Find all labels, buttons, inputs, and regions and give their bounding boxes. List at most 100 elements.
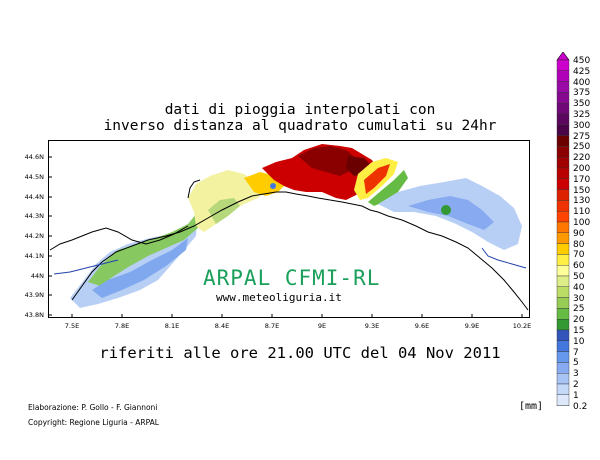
scale-swatch xyxy=(556,340,570,352)
scale-swatch xyxy=(556,124,570,136)
unit-label: [mm] xyxy=(519,401,544,412)
scale-label: 5 xyxy=(573,358,579,369)
lat-tick-44-4: 44.4N xyxy=(24,193,44,201)
scale-label: 20 xyxy=(573,315,585,326)
regional-border-blue xyxy=(53,247,527,275)
lon-tick-8-1: 8.1E xyxy=(164,322,180,330)
color-scale-bar xyxy=(556,52,570,406)
scale-label: 10 xyxy=(573,336,585,347)
scale-label: 7 xyxy=(573,347,579,358)
scale-label: 80 xyxy=(573,239,585,250)
scale-swatch xyxy=(556,275,570,288)
scale-label: 2 xyxy=(573,380,579,390)
scale-swatch xyxy=(556,232,570,244)
rain-area-west-green xyxy=(88,214,198,286)
rain-spot-center-blue xyxy=(270,183,276,189)
scale-label: 0.2 xyxy=(573,401,588,412)
rain-area-east-green xyxy=(368,170,408,206)
lon-tick-9-9: 9.9E xyxy=(464,322,480,330)
rain-area-genoa-darkred xyxy=(298,146,356,176)
scale-label: 30 xyxy=(573,293,585,304)
scale-label: 90 xyxy=(573,228,585,239)
scale-swatch xyxy=(556,59,570,72)
scale-swatch xyxy=(556,81,570,93)
lon-tick-9-6: 9.6E xyxy=(414,322,430,330)
scale-swatch xyxy=(556,221,570,234)
scale-label: 150 xyxy=(573,185,591,196)
lon-tick-8-4: 8.4E xyxy=(214,322,230,330)
scale-swatch xyxy=(556,210,570,223)
lat-tick-44-5: 44.5N xyxy=(24,173,44,181)
lat-tick-44-0: 44N xyxy=(30,272,44,280)
map-title-line1: dati di pioggia interpolati con xyxy=(164,102,436,118)
rain-area-east-blue2 xyxy=(408,196,494,230)
scale-swatch xyxy=(556,70,570,82)
scale-arrow-top xyxy=(556,52,570,61)
scale-label: 425 xyxy=(573,66,591,77)
rain-area-east-red xyxy=(364,164,390,194)
rain-spot-east-green xyxy=(441,205,451,215)
scale-swatch xyxy=(556,146,570,158)
lon-tick-7-8: 7.8E xyxy=(114,322,130,330)
scale-label: 200 xyxy=(573,164,591,174)
scale-label: 375 xyxy=(573,88,591,99)
scale-swatch xyxy=(556,92,570,104)
credits-copyright: Copyright: Regione Liguria - ARPAL xyxy=(28,418,159,427)
scale-label: 3 xyxy=(573,369,579,380)
scale-label: 100 xyxy=(573,218,591,228)
rain-area-west-blue2 xyxy=(92,238,188,298)
scale-swatch xyxy=(556,362,570,374)
scale-label: 25 xyxy=(573,304,585,315)
lat-tick-marks xyxy=(48,156,52,316)
lat-tick-44-6: 44.6N xyxy=(24,153,44,161)
scale-swatch xyxy=(556,286,570,298)
scale-swatch xyxy=(556,243,570,255)
scale-swatch xyxy=(556,167,570,180)
scale-swatch xyxy=(556,329,570,342)
scale-label: 450 xyxy=(573,56,591,66)
regional-border xyxy=(49,179,201,251)
scale-swatch xyxy=(556,254,570,266)
credits-elaboration: Elaborazione: P. Gollo - F. Giannoni xyxy=(28,403,158,412)
scale-label: 50 xyxy=(573,272,585,282)
scale-label: 130 xyxy=(573,196,591,207)
scale-label: 220 xyxy=(573,153,591,164)
lat-tick-43-9: 43.9N xyxy=(24,291,44,299)
scale-label: 1 xyxy=(573,390,579,401)
coastline xyxy=(71,191,529,311)
lon-tick-9-0: 9E xyxy=(317,322,327,330)
scale-label: 325 xyxy=(573,110,591,120)
map-title-line2: inverso distanza al quadrato cumulati su… xyxy=(103,118,497,134)
scale-swatch xyxy=(556,297,570,309)
lon-tick-9-3: 9.3E xyxy=(364,322,380,330)
scale-swatch xyxy=(556,113,570,126)
scale-label: 170 xyxy=(573,174,591,185)
lon-tick-marks xyxy=(71,314,523,318)
scale-swatch xyxy=(556,189,570,201)
lon-tick-7-5: 7.5E xyxy=(64,322,80,330)
scale-label: 40 xyxy=(573,282,585,293)
lon-tick-10-2: 10.2E xyxy=(512,322,532,330)
scale-label: 60 xyxy=(573,261,585,272)
arpal-watermark: ARPAL CFMI-RL xyxy=(203,266,381,290)
scale-swatch xyxy=(556,319,570,331)
lat-tick-43-8: 43.8N xyxy=(24,311,44,319)
scale-label: 70 xyxy=(573,250,585,261)
scale-swatch xyxy=(556,383,570,396)
lat-tick-44-2: 44.2N xyxy=(24,232,44,240)
scale-swatch xyxy=(556,308,570,320)
map-subtitle-date: riferiti alle ore 21.00 UTC del 04 Nov 2… xyxy=(99,344,501,362)
lat-tick-44-1: 44.1N xyxy=(24,252,44,260)
lon-tick-8-7: 8.7E xyxy=(264,322,280,330)
lat-tick-44-3: 44.3N xyxy=(24,212,44,220)
scale-label: 350 xyxy=(573,99,591,110)
scale-swatch xyxy=(556,264,570,277)
scale-label: 110 xyxy=(573,207,591,218)
scale-label: 15 xyxy=(573,326,585,336)
scale-swatch xyxy=(556,351,570,363)
scale-swatch xyxy=(556,156,570,169)
scale-swatch xyxy=(556,394,570,406)
scale-label: 300 xyxy=(573,120,591,131)
website-url[interactable]: www.meteoliguria.it xyxy=(216,291,342,304)
scale-swatch xyxy=(556,200,570,212)
